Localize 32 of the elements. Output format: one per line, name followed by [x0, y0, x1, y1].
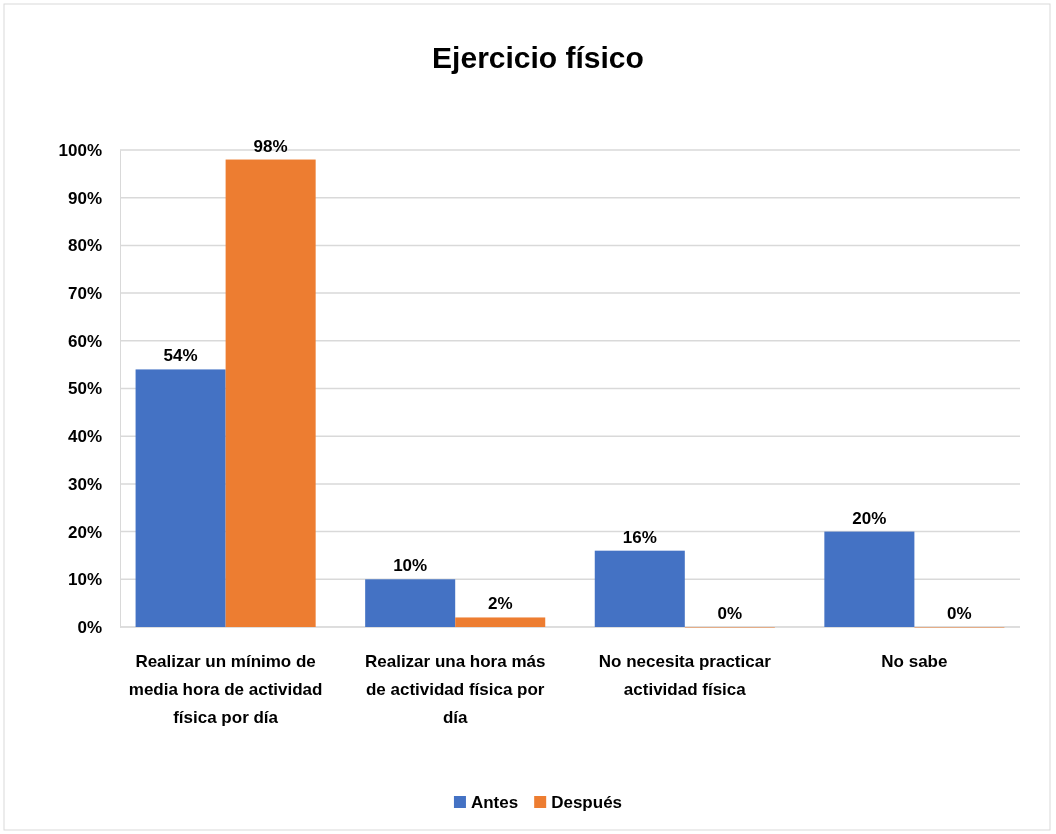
y-tick-label: 20% — [67, 522, 102, 542]
bar — [135, 369, 226, 627]
data-label: 2% — [487, 594, 513, 614]
bar — [824, 531, 915, 627]
x-tick-label: Realizar un mínimo de media hora de actividad física por día — [128, 652, 323, 727]
x-tick-label: Realizar una hora más de actividad física por día — [364, 652, 546, 727]
data-label: 0% — [947, 604, 972, 623]
y-tick-label: 60% — [67, 331, 102, 351]
data-label: 54% — [163, 346, 198, 366]
y-tick-label: 100% — [58, 140, 102, 160]
legend-label: Después — [551, 793, 623, 812]
chart-title: Ejercicio físico — [432, 41, 644, 74]
y-tick-label: 70% — [67, 284, 102, 304]
x-tick-label: No necesita practicar actividad física — [598, 652, 772, 699]
bar — [365, 579, 456, 627]
y-tick-label: 10% — [67, 570, 102, 590]
bar — [594, 550, 685, 627]
y-tick-label: 90% — [67, 188, 102, 208]
x-tick-label: No sabe — [881, 652, 948, 671]
data-label: 20% — [852, 508, 887, 528]
legend-label: Antes — [470, 793, 519, 812]
y-tick-label: 40% — [67, 427, 102, 447]
y-tick-label: 30% — [67, 474, 102, 494]
y-tick-label: 80% — [67, 236, 102, 256]
data-label: 16% — [622, 527, 657, 547]
data-label: 10% — [393, 556, 428, 576]
bar — [225, 159, 316, 627]
data-label: 0% — [717, 604, 743, 623]
bar — [455, 617, 546, 627]
data-label: 98% — [253, 136, 288, 156]
y-tick-label: 0% — [77, 617, 102, 637]
y-tick-label: 50% — [67, 379, 102, 399]
